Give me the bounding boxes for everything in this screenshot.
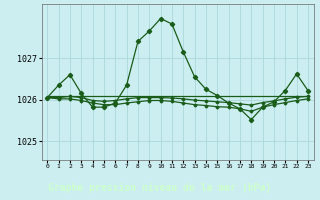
Text: Graphe pression niveau de la mer (hPa): Graphe pression niveau de la mer (hPa) bbox=[48, 183, 272, 193]
